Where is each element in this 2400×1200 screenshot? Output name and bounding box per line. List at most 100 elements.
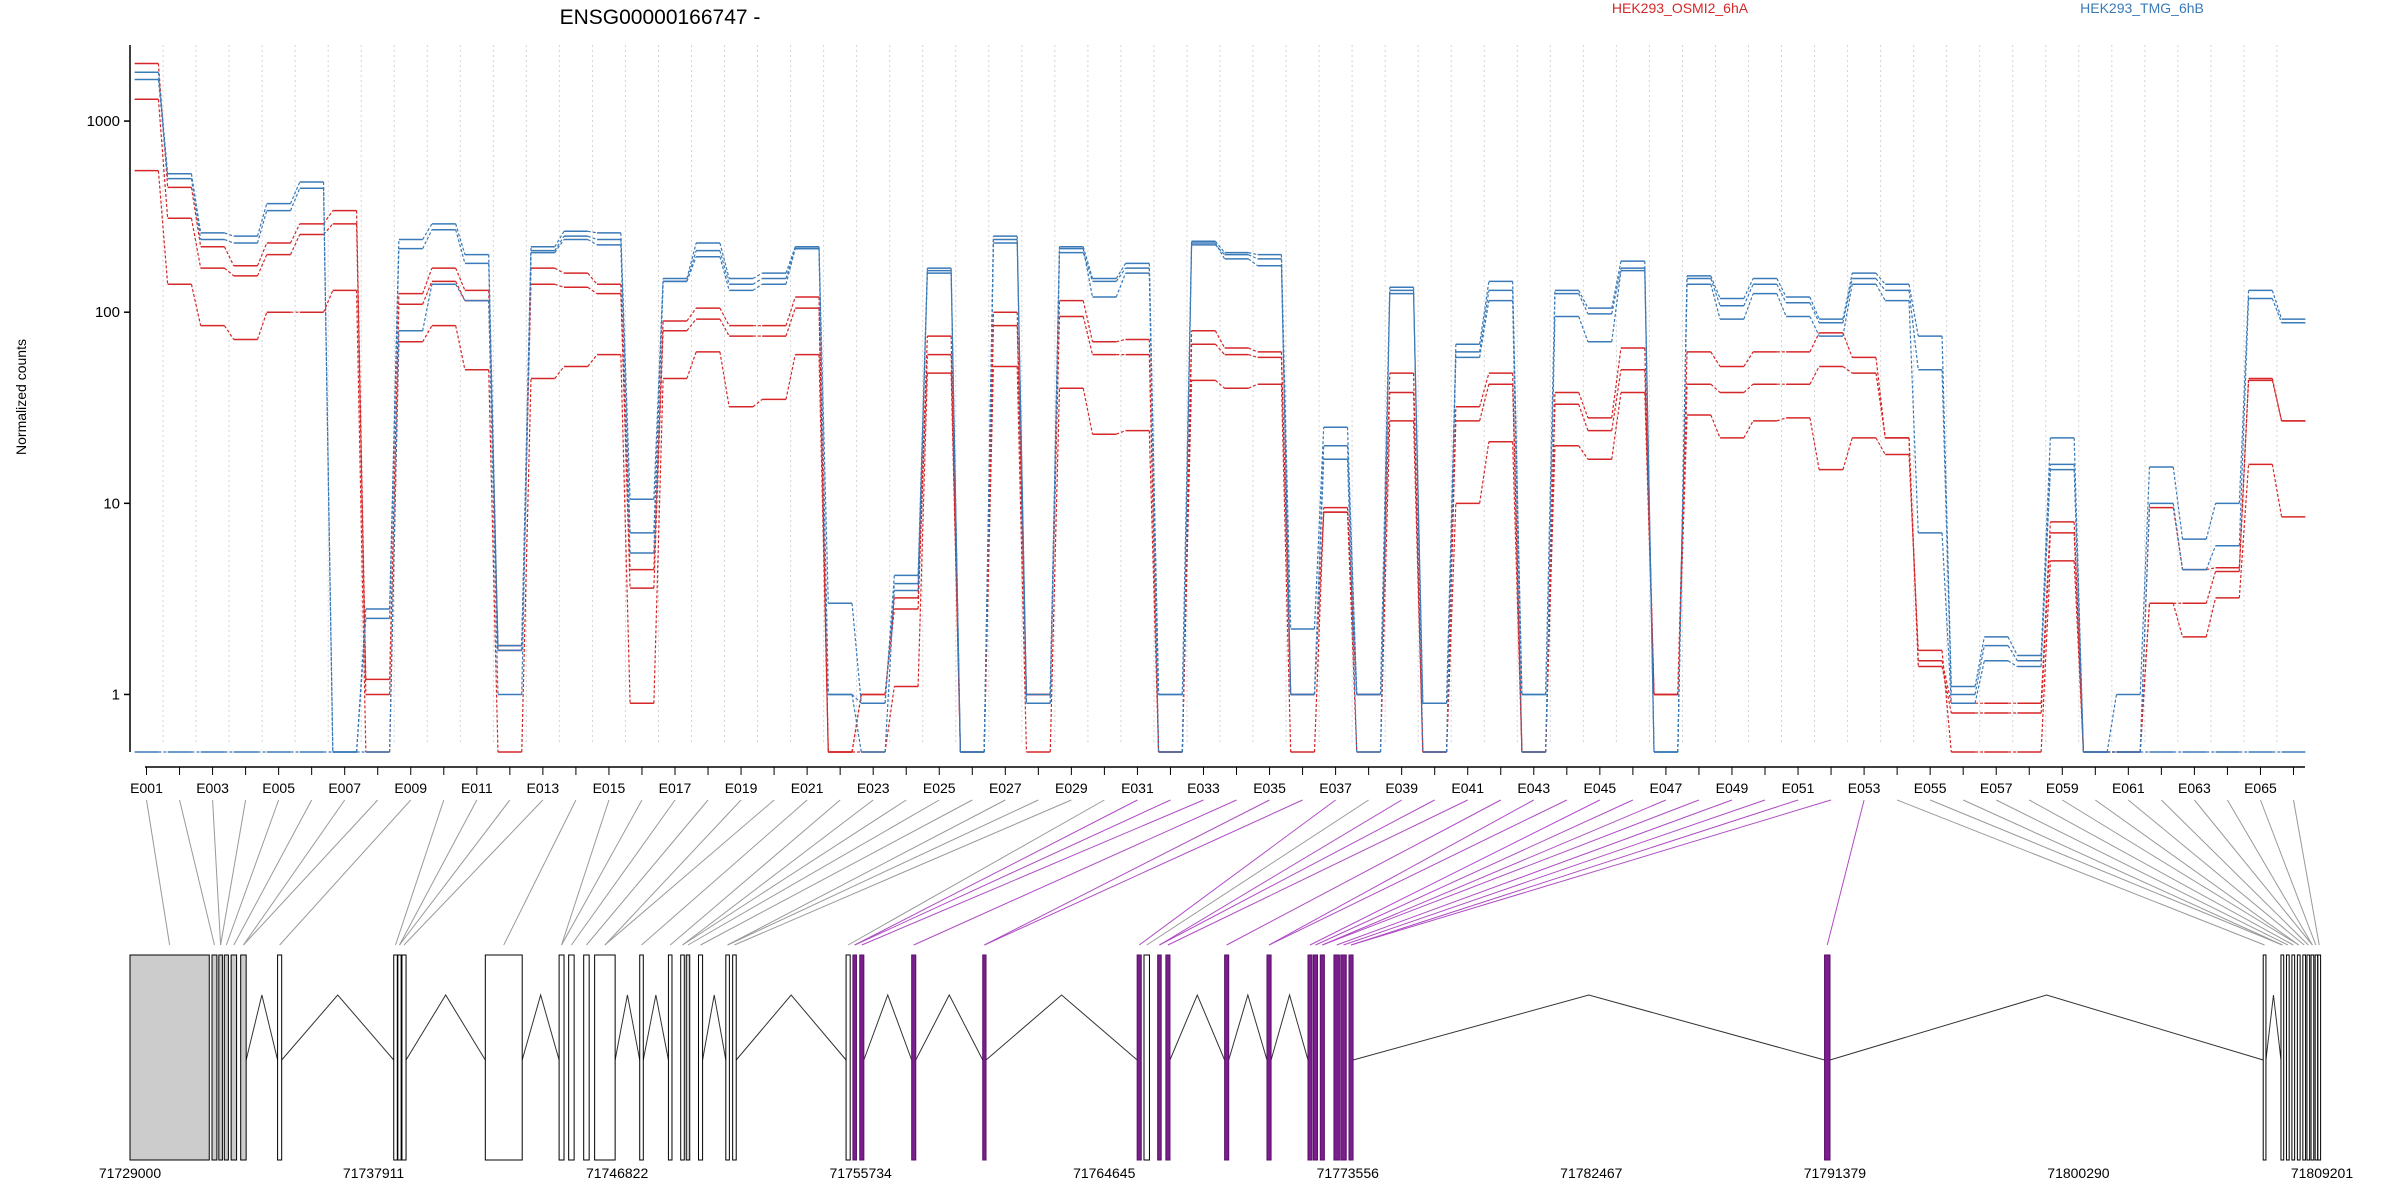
series-connector [1842, 273, 1853, 320]
exon-label: E049 [1716, 780, 1749, 796]
exon-box [911, 954, 917, 1161]
exon-box [2317, 954, 2322, 1161]
exon-connector [1896, 799, 2265, 946]
exon-label: E037 [1319, 780, 1352, 796]
exon-label: E045 [1583, 780, 1616, 796]
exon-box [230, 954, 238, 1161]
exon-connector [1146, 799, 1369, 946]
series-connector [1842, 278, 1853, 323]
exon-connector [861, 799, 1204, 946]
exon-connector [243, 799, 346, 946]
exon-connector [1350, 799, 1799, 946]
series-connector [1578, 293, 1589, 315]
exon-connector [984, 799, 1270, 946]
series-connector [1908, 290, 1919, 370]
series-connector [1016, 366, 1028, 753]
series-connector [488, 300, 499, 695]
series-connector [1974, 660, 1985, 704]
series-connector [1214, 244, 1226, 256]
exon-box [129, 954, 210, 1161]
series-connector [289, 181, 301, 204]
exon-box [558, 954, 565, 1161]
exon-connector [2062, 799, 2300, 946]
series-connector [1710, 383, 1721, 393]
series-connector [818, 354, 829, 753]
exon-connector [2194, 799, 2313, 946]
exon-label: E043 [1517, 780, 1550, 796]
exon-box [1136, 954, 1142, 1161]
exon-connector [1322, 799, 1700, 946]
series-connector [1710, 351, 1721, 367]
series-connector [1479, 300, 1490, 358]
exon-box [594, 954, 616, 1161]
exon-connector [399, 799, 511, 946]
exon-connector [1322, 799, 1667, 946]
exon-box [1143, 954, 1150, 1161]
series-connector [554, 283, 565, 288]
exon-connector [682, 799, 874, 946]
series-connector [554, 235, 565, 251]
exon-box [2314, 954, 2319, 1161]
exon-box [393, 954, 398, 1161]
series-connector [1412, 290, 1424, 704]
genomic-tick-label: 71729000 [99, 1165, 162, 1181]
exon-connector [1159, 799, 1402, 946]
series-connector [1809, 296, 1820, 320]
exon-connector [727, 799, 1039, 946]
series-connector [2205, 597, 2217, 638]
series-connector [488, 263, 499, 651]
series-connector [422, 267, 433, 294]
series-connector [917, 354, 928, 610]
gene-model: 71729000 71737911 71746822 71755734 71764645… [99, 799, 2353, 1181]
genomic-tick-label: 71773556 [1317, 1165, 1380, 1181]
series-connector [289, 234, 301, 255]
series-connector [2007, 645, 2018, 662]
series-connector [1776, 278, 1787, 298]
series-connector [1412, 293, 1424, 704]
exon-label: E005 [262, 780, 295, 796]
series-connector [1445, 503, 1457, 753]
series-connector [1677, 284, 1688, 753]
series-connector [1512, 300, 1523, 753]
series-connector [719, 242, 730, 279]
exon-connector [1343, 799, 1766, 946]
series-connector [2271, 380, 2283, 422]
series-connector [554, 230, 565, 248]
series-connector [818, 248, 829, 695]
series-connector [1941, 532, 1952, 704]
series-connector [422, 325, 433, 343]
exon-connector [2128, 799, 2305, 946]
series-connector [190, 178, 202, 240]
exon-connector [854, 799, 1171, 946]
intron-line [1270, 993, 1309, 1061]
series-connector [224, 232, 234, 237]
exon-label: E011 [461, 780, 493, 796]
series-connector [1545, 316, 1556, 753]
series-connector [719, 256, 730, 291]
series-connector [1116, 338, 1126, 343]
exon-connector [604, 799, 742, 946]
exon-connector [179, 799, 215, 946]
series-connector [2238, 298, 2250, 546]
series-connector [1115, 272, 1127, 298]
exon-label: E059 [2046, 780, 2079, 796]
exon-connector [604, 799, 775, 946]
series-connector [1908, 437, 1919, 667]
genomic-tick-label: 71782467 [1560, 1165, 1623, 1181]
y-tick-label: 1000 [87, 113, 120, 130]
series-connector [2073, 560, 2085, 753]
series-connector [554, 267, 565, 274]
exon-label: E009 [394, 780, 427, 796]
exon-connector [1995, 799, 2289, 946]
series-connector [1479, 281, 1490, 345]
exon-label: E027 [989, 780, 1022, 796]
series-connector [521, 378, 532, 753]
series-connector [1049, 388, 1061, 753]
intron-line [521, 993, 560, 1061]
exon-connector [1929, 799, 2283, 946]
exon-connector [2259, 799, 2317, 946]
exon-connector [561, 799, 643, 946]
exon-label: E039 [1385, 780, 1418, 796]
series-connector [2073, 469, 2085, 753]
exon-box [211, 954, 218, 1161]
